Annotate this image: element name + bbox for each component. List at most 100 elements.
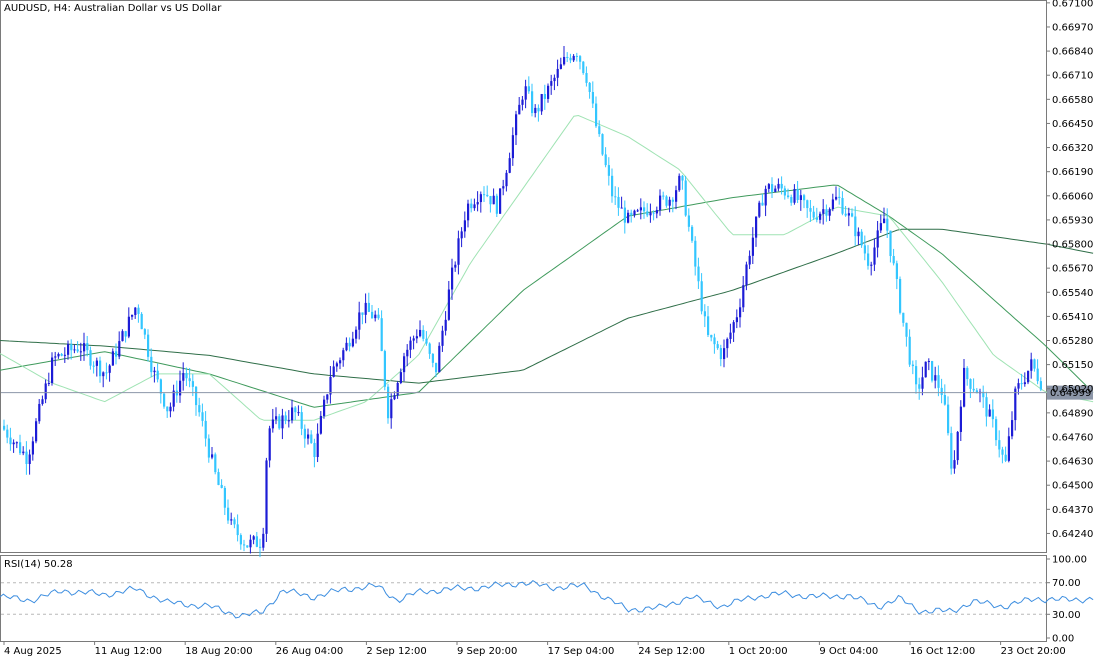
bear-candle <box>383 351 386 387</box>
bear-candle <box>92 365 95 367</box>
bear-candle <box>310 434 313 443</box>
bear-candle <box>841 197 844 214</box>
bull-candle <box>351 338 354 347</box>
chart-title: AUDUSD, H4: Australian Dollar vs US Doll… <box>4 3 222 14</box>
bear-candle <box>783 188 786 196</box>
bear-candle <box>86 343 89 351</box>
bull-candle <box>108 365 111 373</box>
bear-candle <box>303 428 306 439</box>
bull-candle <box>396 382 399 396</box>
price-tick-label: 0.65800 <box>1052 240 1093 251</box>
bear-candle <box>191 381 194 387</box>
bull-candle <box>230 519 233 521</box>
bull-candle <box>326 394 329 400</box>
price-tick-label: 0.66710 <box>1052 71 1093 82</box>
bull-candle <box>883 218 886 224</box>
bull-candle <box>419 329 422 337</box>
bull-candle <box>447 289 450 320</box>
bull-candle <box>291 407 294 421</box>
bear-candle <box>9 437 12 445</box>
bull-candle <box>476 202 479 205</box>
bull-candle <box>457 238 460 265</box>
bull-candle <box>751 237 754 256</box>
bear-candle <box>313 442 316 458</box>
bull-candle <box>316 433 319 458</box>
bull-candle <box>572 55 575 61</box>
bull-candle <box>764 188 767 206</box>
bear-candle <box>713 337 716 345</box>
bear-candle <box>1020 383 1023 385</box>
bull-candle <box>668 199 671 206</box>
bear-candle <box>259 546 262 548</box>
bear-candle <box>143 329 146 335</box>
bear-candle <box>569 57 572 61</box>
bull-candle <box>118 341 121 357</box>
bull-candle <box>329 376 332 395</box>
bear-candle <box>486 194 489 197</box>
bear-candle <box>985 397 988 417</box>
bull-candle <box>505 172 508 187</box>
bull-candle <box>1030 359 1033 371</box>
bull-candle <box>550 81 553 86</box>
time-tick-label: 26 Aug 04:00 <box>276 646 343 657</box>
bear-candle <box>284 415 287 421</box>
bear-candle <box>239 535 242 545</box>
bear-candle <box>809 208 812 212</box>
bear-candle <box>1036 368 1039 382</box>
bear-candle <box>483 194 486 196</box>
time-axis: 4 Aug 2025 11 Aug 12:00 18 Aug 20:00 26 Aug… <box>3 641 1066 657</box>
bull-candle <box>35 421 38 442</box>
bear-candle <box>604 154 607 166</box>
bull-candle <box>275 416 278 420</box>
bull-candle <box>492 195 495 205</box>
bear-candle <box>585 72 588 83</box>
bear-candle <box>255 536 258 547</box>
rsi-panel-frame <box>0 555 1047 642</box>
bear-candle <box>159 379 162 394</box>
bull-candle <box>755 216 758 238</box>
bull-candle <box>655 210 658 214</box>
bear-candle <box>223 487 226 508</box>
bear-candle <box>889 230 892 257</box>
bull-candle <box>620 207 623 209</box>
bear-candle <box>163 393 166 407</box>
bear-candle <box>300 412 303 429</box>
bear-candle <box>815 217 818 220</box>
bear-candle <box>601 134 604 155</box>
bear-candle <box>582 61 585 73</box>
bear-candle <box>671 199 674 202</box>
bear-candle <box>694 240 697 267</box>
bull-candle <box>406 349 409 357</box>
bull-candle <box>28 454 31 464</box>
bear-candle <box>575 55 578 57</box>
price-tick-label: 0.66840 <box>1052 47 1093 58</box>
bear-candle <box>931 361 934 381</box>
bear-candle <box>915 366 918 385</box>
bear-candle <box>716 344 719 349</box>
bear-candle <box>435 362 438 373</box>
bull-candle <box>441 330 444 346</box>
bear-candle <box>665 196 668 206</box>
bear-candle <box>489 196 492 205</box>
current-price-tag <box>1047 385 1093 400</box>
time-tick-label: 17 Sep 04:00 <box>548 646 615 657</box>
bull-candle <box>211 454 214 458</box>
bear-candle <box>25 451 28 464</box>
bull-candle <box>675 190 678 202</box>
bull-candle <box>73 349 76 351</box>
bear-candle <box>771 184 774 192</box>
bear-candle <box>470 203 473 209</box>
price-tick-label: 0.65410 <box>1052 312 1093 323</box>
bear-candle <box>844 213 847 216</box>
time-tick-label: 11 Aug 12:00 <box>95 646 162 657</box>
bull-candle <box>451 267 454 290</box>
bull-candle <box>332 366 335 377</box>
bull-candle <box>409 340 412 350</box>
price-tick-label: 0.66450 <box>1052 119 1093 130</box>
bear-candle <box>780 183 783 189</box>
bull-candle <box>51 357 54 383</box>
bear-candle <box>278 416 281 429</box>
bear-candle <box>966 367 969 380</box>
bear-candle <box>972 388 975 391</box>
